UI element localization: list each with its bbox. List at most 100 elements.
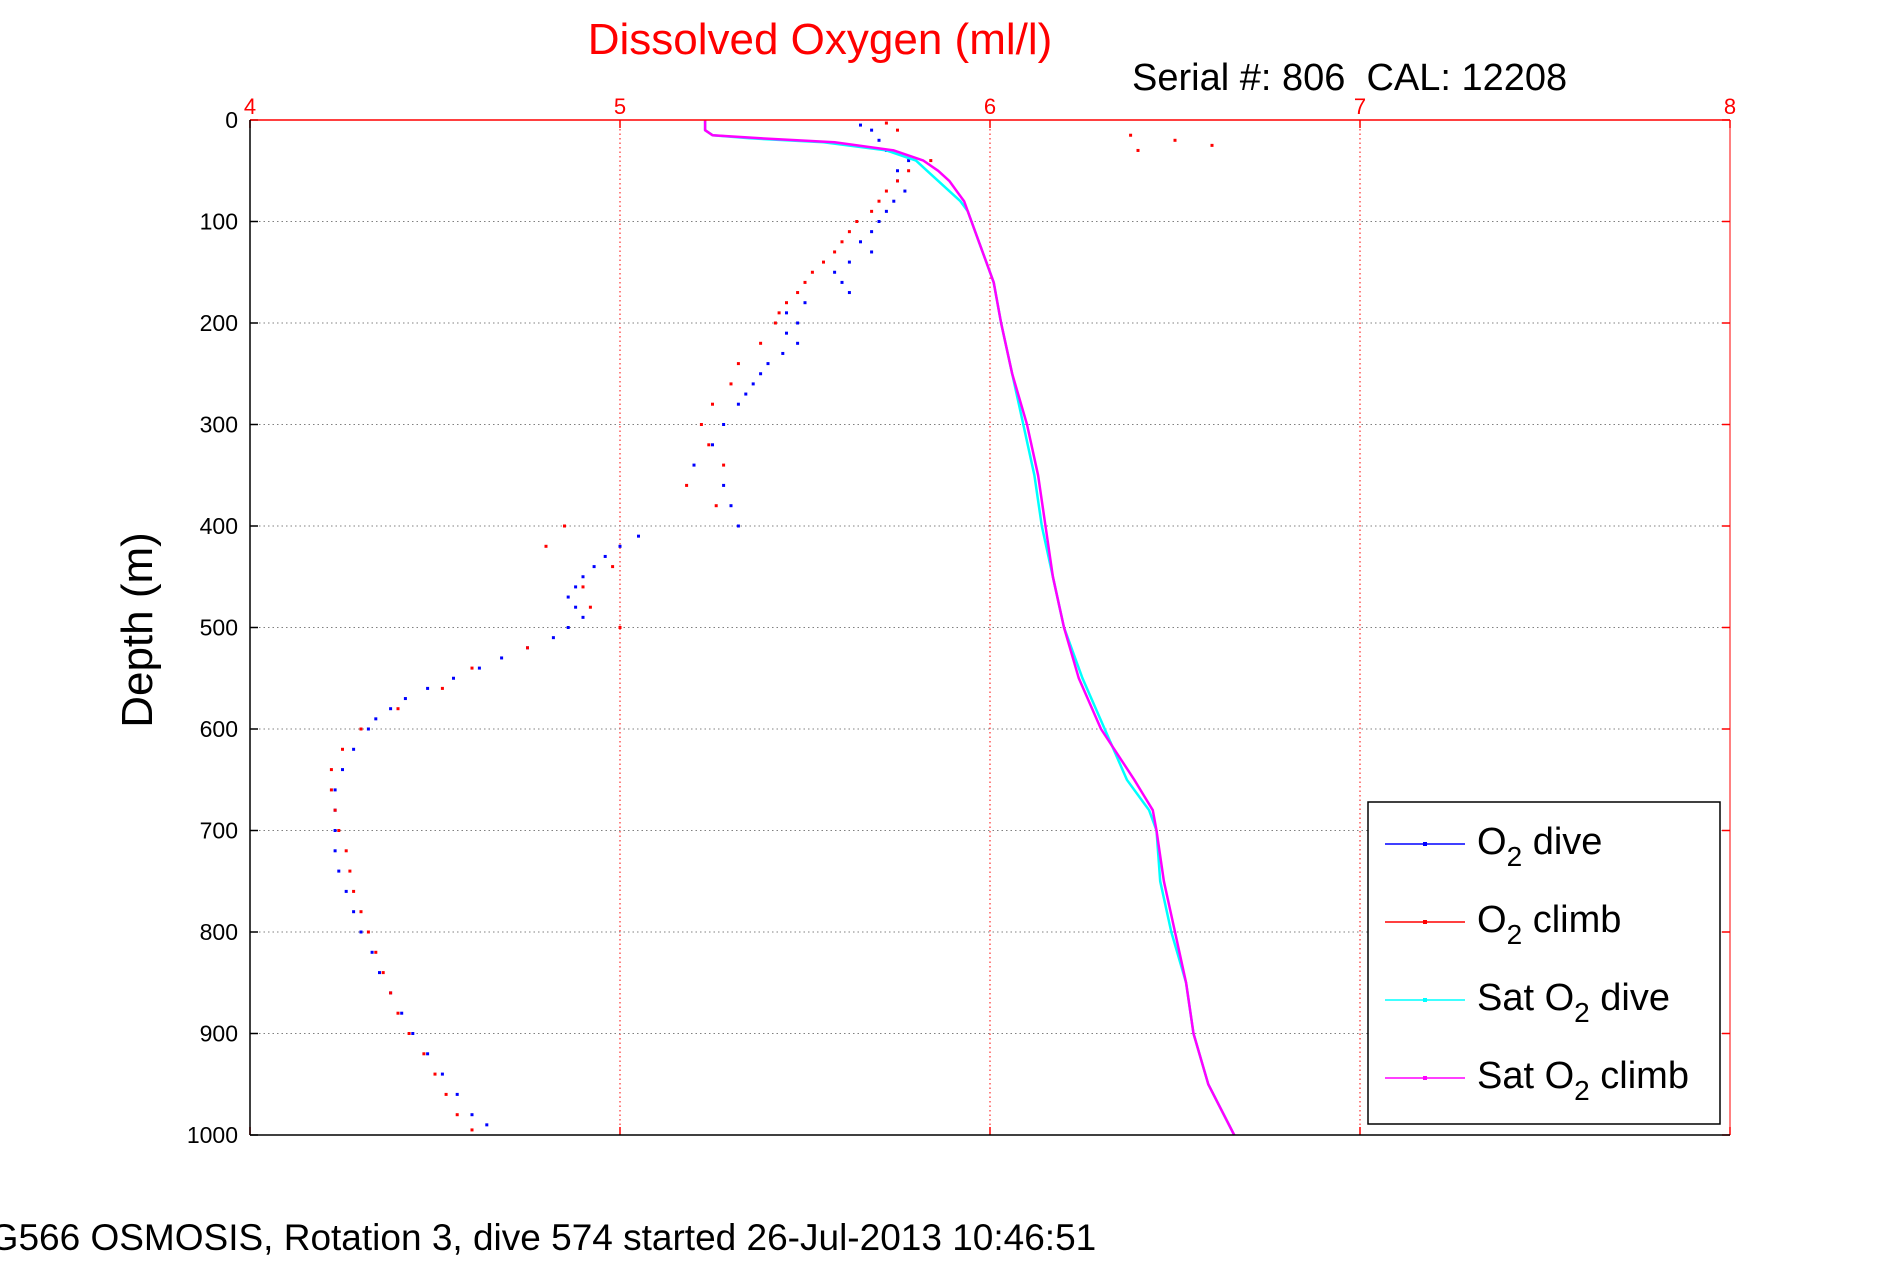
legend-label: Sat O2 climb [1477,1055,1689,1106]
legend-label-suffix: climb [1522,899,1621,941]
o2_dive-point [736,524,740,528]
o2_climb-point [455,1113,459,1117]
legend-marker [1423,1076,1427,1080]
o2_dive-point [781,351,785,355]
legend-box [1367,801,1721,1125]
legend-label-base: Sat O [1477,977,1574,1019]
o2_climb-point [348,869,352,873]
o2_dive-point [796,321,800,325]
o2_dive-point [333,849,337,853]
y-tick-label: 400 [200,513,238,539]
o2_dive-point [736,402,740,406]
o2_climb-point [722,463,726,467]
o2_dive-point [796,341,800,345]
o2_climb-point [729,382,733,386]
chart-title: Dissolved Oxygen (ml/l) [588,15,1053,64]
o2_dive-point [352,910,356,914]
o2_dive-point [859,123,862,127]
o2_climb-point [1210,143,1214,147]
o2_dive-point [333,829,337,832]
legend-label-subscript: 2 [1507,841,1523,872]
o2_dive-point [785,311,788,315]
o2_climb-point [563,524,566,528]
o2_dive-point [618,544,622,548]
o2_climb-point [329,768,333,772]
o2_climb-point [389,991,393,995]
o2_climb-point [1136,148,1140,152]
o2_climb-point [444,1092,448,1096]
legend-label-subscript: 2 [1507,919,1523,950]
o2_climb-point [588,605,592,609]
o2_climb-point [618,626,622,629]
dive-info-footer: SG566 OSMOSIS, Rotation 3, dive 574 star… [0,1217,1096,1258]
o2_dive-point [477,666,481,670]
sat_climb-series [703,120,1236,1136]
o2_dive-point [341,768,344,772]
o2_dive-point [426,686,430,690]
x-tick-label: 7 [1354,94,1366,119]
legend-marker [1423,998,1427,1002]
o2_climb-point [341,747,344,751]
o2_climb-point [810,270,814,274]
o2_dive-point [378,971,381,975]
o2_dive-point [637,534,640,538]
x-tick-label: 4 [244,94,256,119]
o2_climb-point [929,159,933,163]
o2_dive-point [847,291,851,295]
o2_dive-point [903,189,907,193]
o2_dive-point [566,595,570,599]
o2_dive-point [729,504,733,508]
x-tick-label: 6 [984,94,996,119]
o2_climb-point [381,971,385,975]
legend-marker [1423,842,1427,846]
o2_climb-point [433,1072,437,1076]
legend-label: O2 climb [1477,899,1621,950]
o2_climb-point [544,544,548,548]
o2_dive-point [877,220,881,223]
legend-label: O2 dive [1477,821,1602,872]
o2_dive-point [337,869,341,873]
o2_dive-point [581,575,585,579]
o2_climb-point [359,910,363,914]
o2_dive-point [870,250,874,254]
o2_climb-point [896,179,899,183]
o2_climb-point [374,950,378,954]
o2_climb-point [785,301,788,305]
o2_dive-point [859,240,862,244]
o2_climb-point [736,362,740,366]
sat_climb-line [703,120,1236,1136]
y-tick-label: 0 [225,107,238,133]
o2_dive-point [744,392,748,396]
y-axis-label: Depth (m) [113,532,162,728]
y-tick-label: 100 [200,209,238,235]
o2_climb-point [422,1052,426,1056]
o2_dive-point [485,1123,489,1127]
o2_dive-point [370,950,374,954]
o2_climb-point [337,829,341,832]
legend-label-base: O [1477,821,1507,863]
o2_dive-point [352,747,356,751]
o2_climb-point [396,707,400,711]
o2_climb-point [877,199,881,203]
o2_climb-point [470,1128,474,1132]
legend-label-base: O [1477,899,1507,941]
o2_climb-point [329,788,333,792]
o2_climb-series [329,121,1214,1132]
chart-subtitle: Serial #: 806 CAL: 12208 [1132,57,1567,99]
o2_dive-point [722,483,726,487]
o2_dive-point [692,463,696,467]
o2_dive-point [344,889,348,893]
o2_climb-point [796,291,800,295]
o2_climb-point [1129,133,1133,137]
x-tick-label: 5 [614,94,626,119]
o2_dive-point [592,565,596,569]
o2_climb-point [359,727,363,731]
o2_climb-point [470,666,474,670]
o2_climb-point [870,209,874,213]
o2_dive-point [389,707,393,711]
o2_climb-point [840,240,844,244]
o2_dive-point [847,260,851,264]
o2_dive-point [470,1113,474,1117]
o2_dive-point [877,138,881,142]
